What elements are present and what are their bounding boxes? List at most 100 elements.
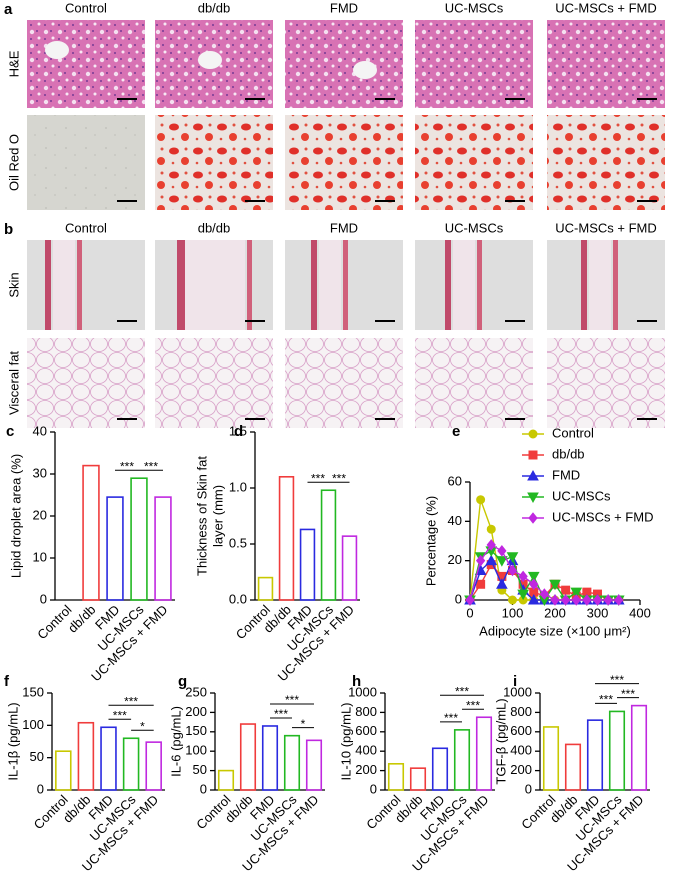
marker [496, 578, 508, 589]
legend-label: FMD [552, 467, 580, 482]
bar [305, 739, 323, 791]
marker [517, 589, 529, 601]
muscle-layer [247, 240, 252, 330]
skin-layer [581, 240, 587, 330]
bar [55, 750, 72, 791]
panel-letter: d [234, 423, 243, 440]
bar [100, 726, 117, 791]
y-tick-label: 200 [355, 762, 377, 777]
micrograph [285, 338, 403, 428]
row-label: H&E [6, 50, 21, 77]
y-tick-label: 150 [185, 723, 207, 738]
bar [278, 475, 295, 601]
fat-layer [185, 240, 245, 330]
skin-layer [45, 240, 51, 330]
vessel [45, 41, 69, 59]
y-tick-label: 50 [193, 762, 207, 777]
y-tick-label: 30 [33, 465, 47, 480]
marker [582, 594, 592, 606]
significance-label: *** [113, 708, 127, 722]
marker [507, 564, 518, 577]
x-axis-label: Adipocyte size (×100 μm²) [479, 623, 631, 638]
bar [130, 477, 148, 601]
x-tick-label: 400 [629, 605, 651, 620]
marker [561, 585, 571, 595]
significance-label: *** [274, 707, 288, 721]
panel-letter: h [352, 673, 361, 690]
y-axis-label: layer (mm) [210, 485, 225, 547]
marker [486, 524, 496, 534]
panel-letter: f [4, 673, 10, 690]
bar [154, 496, 172, 601]
significance-label: *** [285, 693, 299, 707]
vessel [353, 61, 377, 79]
column-label: db/db [198, 220, 231, 235]
marker [518, 570, 528, 583]
bar [106, 496, 124, 601]
significance-label: *** [444, 711, 458, 725]
bar [341, 535, 358, 601]
legend-label: UC-MSCs + FMD [552, 509, 653, 524]
marker [465, 594, 475, 606]
micrograph [285, 115, 403, 210]
micrograph [547, 115, 665, 210]
panel-letter: a [4, 1, 13, 18]
bar [431, 747, 449, 791]
micrograph [155, 115, 273, 210]
y-axis-label: IL-10 (pg/mL) [338, 702, 353, 780]
bar [77, 721, 95, 791]
bar [630, 704, 648, 791]
y-axis-label: Percentage (%) [423, 496, 438, 586]
y-tick-label: 0 [370, 781, 377, 796]
significance-label: *** [466, 698, 480, 712]
marker [476, 495, 486, 505]
bar [453, 729, 471, 791]
marker [603, 594, 613, 606]
marker [506, 552, 519, 563]
marker [571, 594, 581, 606]
x-tick-label: 200 [544, 605, 566, 620]
micrograph [547, 20, 665, 108]
bar [608, 710, 626, 791]
column-label: UC-MSCs + FMD [555, 220, 656, 235]
muscle-layer [477, 240, 482, 330]
marker [496, 556, 508, 567]
significance-label: *** [455, 684, 469, 698]
panel-letter: c [6, 423, 14, 440]
y-tick-label: 0.5 [229, 535, 247, 550]
micrograph [285, 20, 403, 108]
significance-label: *** [124, 694, 138, 708]
skin-layer [445, 240, 451, 330]
legend-label: Control [552, 425, 594, 440]
x-tick-label: 100 [502, 605, 524, 620]
column-label: FMD [330, 220, 358, 235]
y-tick-label: 800 [510, 704, 532, 719]
bar [299, 528, 316, 601]
significance-label: * [140, 719, 145, 733]
row-label: Skin [6, 272, 21, 297]
significance-label: *** [120, 459, 134, 473]
legend-label: db/db [552, 446, 585, 461]
y-axis-label: TGF-β (pg/mL) [493, 698, 508, 784]
marker [527, 593, 540, 605]
y-axis-label: Lipid droplet area (%) [8, 454, 23, 578]
y-tick-label: 250 [185, 684, 207, 699]
marker [560, 594, 571, 606]
marker [527, 571, 540, 583]
micrograph [415, 115, 533, 210]
significance-label: *** [311, 471, 325, 485]
y-tick-label: 400 [355, 743, 377, 758]
bar [217, 769, 235, 791]
y-tick-label: 0 [40, 591, 47, 606]
legend-marker [527, 469, 539, 481]
x-tick-label: 300 [587, 605, 609, 620]
micrograph [155, 338, 273, 428]
micrograph [27, 115, 145, 210]
column-label: Control [65, 0, 107, 15]
column-label: FMD [330, 0, 358, 15]
fat-layer [453, 240, 475, 330]
bar [239, 723, 257, 791]
muscle-layer [77, 240, 82, 330]
marker [485, 554, 498, 566]
bar [564, 743, 582, 791]
